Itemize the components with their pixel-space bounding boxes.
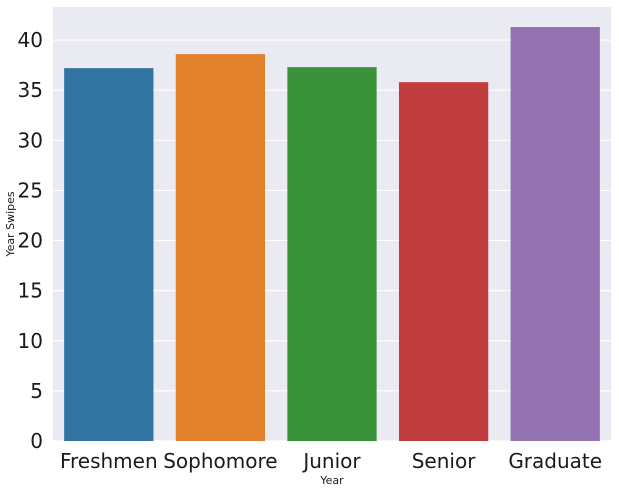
y-tick-label: 5 (30, 379, 43, 403)
y-tick-label: 35 (18, 78, 43, 102)
x-tick-label: Senior (412, 449, 476, 473)
x-tick-label: Freshmen (60, 449, 158, 473)
x-tick-label: Sophomore (163, 449, 277, 473)
bar-freshmen (64, 68, 154, 442)
y-axis-ticks: 0 5 10 15 20 25 30 35 40 (18, 28, 43, 453)
bar-senior (398, 82, 489, 441)
x-tick-label: Graduate (508, 449, 602, 473)
x-axis-label: Year (319, 474, 344, 487)
bar-junior (287, 67, 377, 442)
bar-graduate (510, 27, 600, 441)
y-tick-label: 15 (18, 279, 43, 303)
y-tick-label: 30 (18, 128, 43, 152)
y-tick-label: 20 (18, 229, 43, 253)
y-tick-label: 10 (18, 329, 43, 353)
y-axis-label: Year Swipes (4, 191, 17, 258)
bar-sophomore (175, 54, 266, 441)
x-tick-label: Junior (301, 449, 361, 473)
bars (64, 27, 600, 442)
x-axis-ticks: Freshmen Sophomore Junior Senior Graduate (60, 449, 602, 473)
y-tick-label: 40 (18, 28, 43, 52)
y-tick-label: 25 (18, 178, 43, 202)
y-tick-label: 0 (30, 429, 43, 453)
